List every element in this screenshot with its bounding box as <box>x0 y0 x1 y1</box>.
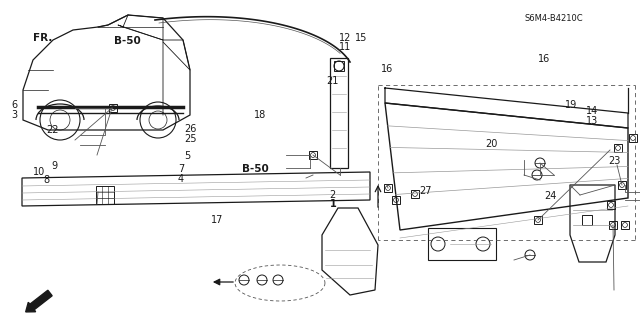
Text: 13: 13 <box>586 116 598 126</box>
Bar <box>621 221 629 229</box>
Text: 20: 20 <box>485 138 497 149</box>
Text: 2: 2 <box>330 189 336 200</box>
Text: 3: 3 <box>12 110 18 120</box>
Text: 14: 14 <box>586 106 598 116</box>
Text: 6: 6 <box>12 100 18 110</box>
Text: 4: 4 <box>178 174 184 184</box>
Text: 19: 19 <box>564 100 577 110</box>
Text: 5: 5 <box>184 151 191 161</box>
Text: 16: 16 <box>381 63 393 74</box>
Text: S6M4-B4210C: S6M4-B4210C <box>525 14 584 23</box>
Text: 12: 12 <box>339 33 351 43</box>
Bar <box>629 134 637 142</box>
Bar <box>392 196 400 204</box>
Bar <box>618 181 626 189</box>
Bar <box>96 186 114 204</box>
FancyArrow shape <box>26 290 52 312</box>
Text: 24: 24 <box>544 191 556 201</box>
Text: 16: 16 <box>538 54 550 64</box>
Text: 22: 22 <box>46 125 59 135</box>
Bar <box>428 228 496 260</box>
Text: B-50: B-50 <box>242 164 269 174</box>
Text: B-50: B-50 <box>114 36 141 46</box>
Text: 10: 10 <box>33 167 45 177</box>
Text: 8: 8 <box>44 175 50 185</box>
Text: 17: 17 <box>211 215 223 225</box>
Text: 25: 25 <box>184 134 197 144</box>
Bar <box>334 61 344 71</box>
Text: 15: 15 <box>355 33 367 43</box>
Text: 9: 9 <box>51 161 58 171</box>
Bar <box>309 151 317 159</box>
Bar <box>609 221 617 229</box>
Bar <box>534 216 542 224</box>
Bar <box>614 144 622 152</box>
Bar <box>582 215 592 225</box>
Text: 23: 23 <box>608 156 620 166</box>
Bar <box>411 190 419 198</box>
Bar <box>109 104 117 112</box>
Text: 7: 7 <box>178 164 184 174</box>
Text: 11: 11 <box>339 42 351 52</box>
Text: FR.: FR. <box>33 33 52 43</box>
Text: 27: 27 <box>419 186 432 197</box>
Text: 26: 26 <box>184 124 196 134</box>
Text: 18: 18 <box>254 110 266 120</box>
Bar <box>607 201 615 209</box>
Bar <box>384 184 392 192</box>
Text: 1: 1 <box>330 199 337 209</box>
Text: 21: 21 <box>326 76 339 86</box>
Bar <box>330 58 348 168</box>
